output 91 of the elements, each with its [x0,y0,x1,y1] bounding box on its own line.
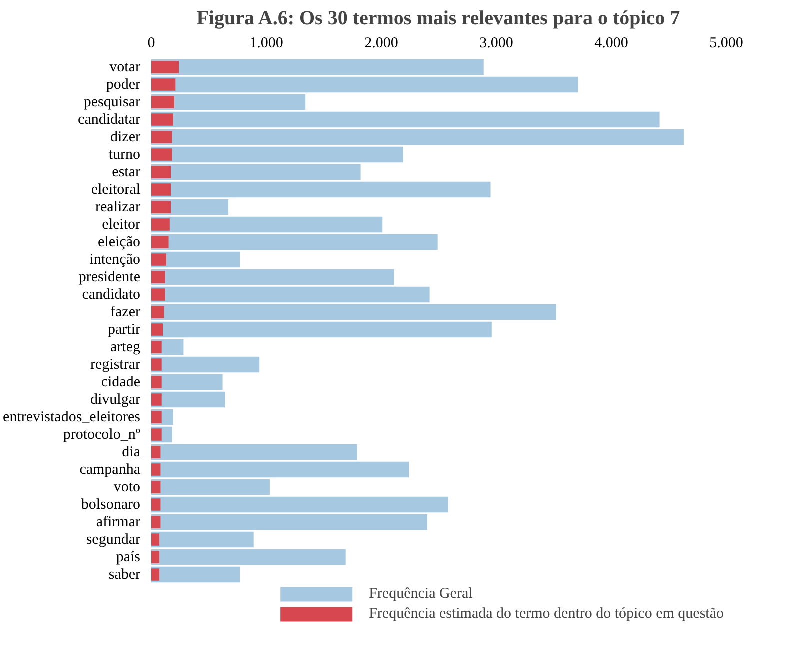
bar [152,356,260,373]
y-tick-label: estar [112,164,141,180]
bar [152,514,428,530]
legend-label: Frequência Geral [369,586,473,602]
bar [152,182,491,198]
bar [152,96,174,108]
bar [152,184,172,196]
y-tick-label: registrar [90,356,141,373]
bar [152,76,578,93]
x-tick-label: 5.000 [710,36,744,52]
bar [152,376,162,388]
bar [152,566,240,583]
bar [152,61,180,74]
bar [152,306,164,318]
bar [152,568,160,581]
bar [152,114,174,126]
bar [152,288,166,301]
y-tick-label: voto [114,479,141,496]
y-tick-label: candidatar [78,112,141,128]
x-tick-label: 1.000 [250,36,284,52]
bar [152,146,404,163]
y-tick-label: saber [108,566,141,583]
bar [152,164,361,180]
bar [152,341,162,354]
bar [152,428,162,441]
bar [152,131,172,144]
bar [152,78,176,91]
bar [152,496,448,513]
bar [152,532,254,548]
bar [152,516,161,528]
y-tick-label: partir [108,322,141,338]
y-tick-label: segundar [86,532,141,548]
bar [152,254,166,266]
bar [152,216,383,233]
y-tick-label: dia [122,444,141,460]
y-tick-label: presidente [78,269,141,286]
bar [152,112,660,128]
bar [152,218,170,231]
bar [152,551,160,564]
y-tick-label: candidato [82,286,141,303]
bar [152,394,162,406]
y-tick-label: turno [108,146,141,163]
y-tick-label: cidade [101,374,141,390]
chart-title: Figura A.6: Os 30 termos mais relevantes para o tópico 7 [196,8,680,30]
y-tick-label: votar [110,59,141,76]
bar [152,358,162,371]
bar [152,481,161,494]
bar [152,234,438,250]
y-tick-label: eleitoral [91,182,140,198]
y-tick-label: afirmar [96,514,141,530]
x-tick-label: 2.000 [364,36,398,52]
bar [152,269,394,286]
legend-label: Frequência estimada do termo dentro do tópico em questão [369,606,724,622]
bar [152,498,161,511]
y-tick-label: país [116,549,141,566]
bar [152,411,162,424]
bar [152,304,556,320]
x-tick-label: 0 [148,36,156,52]
y-tick-label: entrevistados_eleitores [3,409,141,426]
y-tick-label: divulgar [90,392,141,408]
bar [152,201,172,214]
bar [152,464,161,476]
bar [152,166,172,178]
y-tick-label: eleição [98,234,141,250]
bar [152,322,492,338]
x-tick-label: 3.000 [480,36,514,52]
y-tick-label: dizer [110,129,141,146]
y-tick-label: intenção [90,252,141,268]
y-tick-label: pesquisar [84,94,141,110]
bar [152,286,430,303]
y-tick-label: campanha [80,462,141,478]
y-tick-label: fazer [110,304,141,320]
y-tick-label: realizar [96,199,141,216]
bar [152,444,358,460]
bar [152,479,270,496]
bar [152,59,484,76]
bar [152,549,346,566]
x-tick-label: 4.000 [594,36,628,52]
y-tick-label: protocolo_nº [63,426,141,443]
bar [152,129,684,146]
bar [152,534,160,546]
bar [152,236,169,248]
y-tick-label: eleitor [102,216,141,233]
bar [152,446,161,458]
bar [152,462,410,478]
y-tick-label: arteg [110,339,141,356]
y-tick-label: bolsonaro [81,496,141,513]
bar [152,324,163,336]
bar [152,148,172,161]
y-tick-label: poder [106,76,141,93]
bar [152,271,166,284]
